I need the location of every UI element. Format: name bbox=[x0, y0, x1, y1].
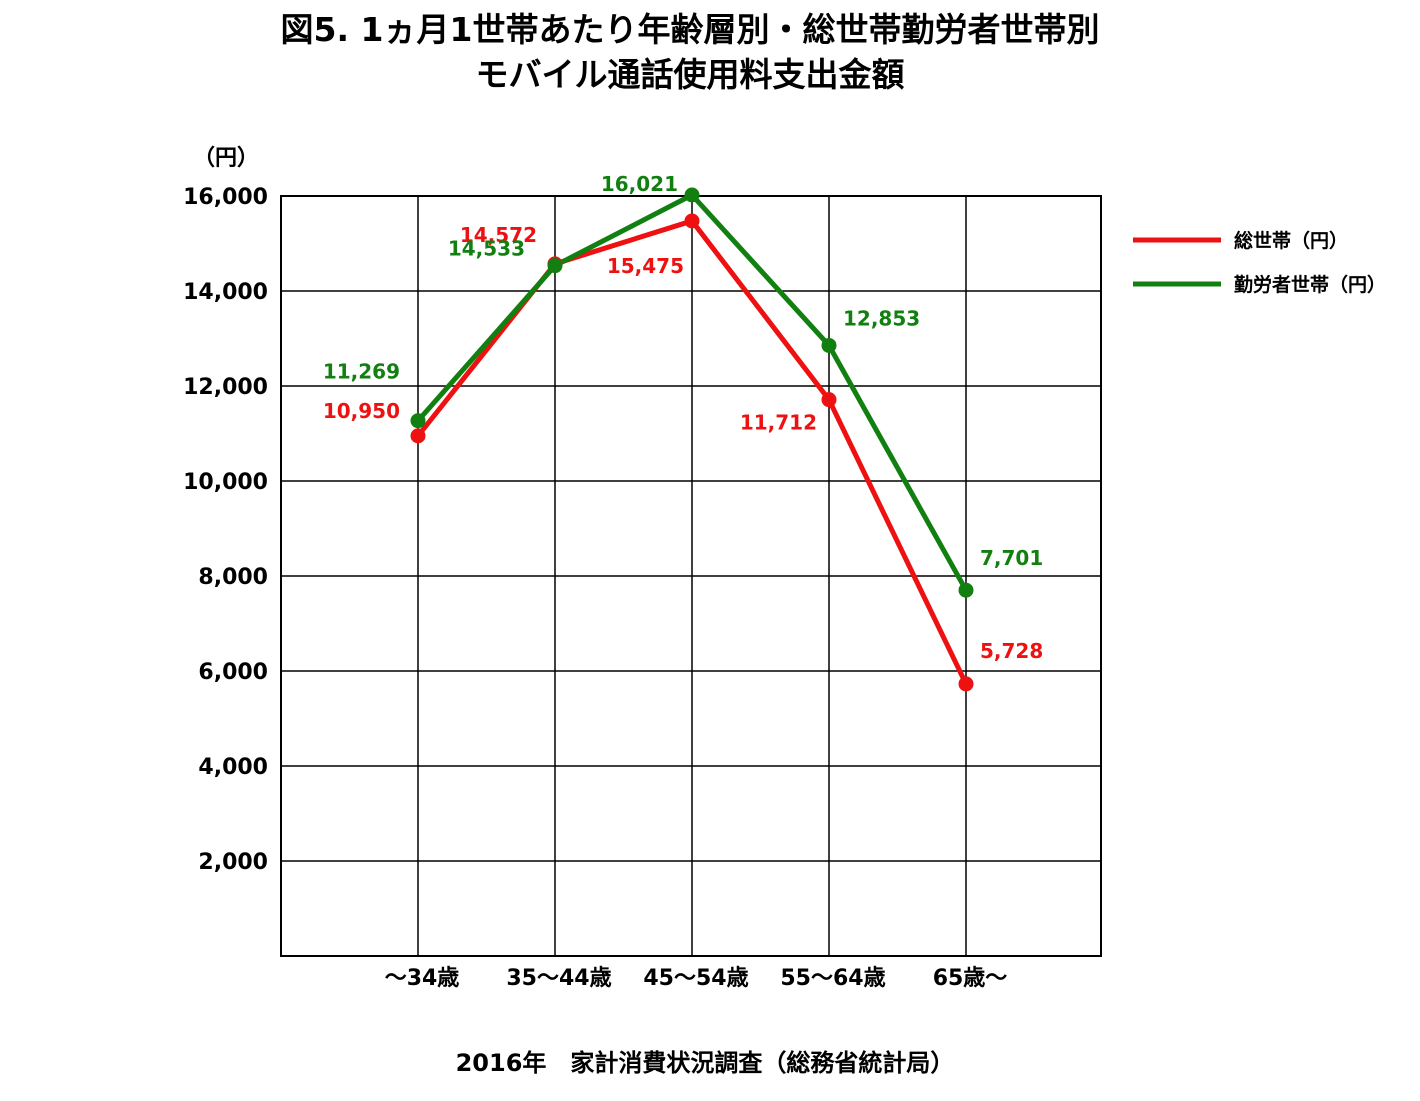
x-tick-label: 65歳～ bbox=[933, 966, 1008, 991]
x-tick-label: ～34歳 bbox=[385, 966, 460, 991]
data-point bbox=[821, 337, 837, 353]
x-tick-label: 35～44歳 bbox=[506, 966, 611, 991]
data-point bbox=[821, 392, 837, 408]
x-tick-label: 55～64歳 bbox=[780, 966, 885, 991]
data-point bbox=[958, 676, 974, 692]
data-label: 11,712 bbox=[740, 411, 817, 435]
data-point bbox=[684, 187, 700, 203]
source-note: 2016年 家計消費状況調査（総務省統計局） bbox=[455, 1049, 955, 1077]
y-tick-label: 4,000 bbox=[198, 755, 268, 780]
data-label: 14,572 bbox=[460, 223, 537, 247]
data-point bbox=[410, 413, 426, 429]
data-label: 12,853 bbox=[843, 306, 920, 330]
axes: 2,000 4,000 6,000 8,000 10,000 12,000 14,000 16… bbox=[183, 146, 1102, 991]
data-label: 7,701 bbox=[980, 546, 1043, 570]
legend-label: 総世帯（円） bbox=[1234, 229, 1348, 252]
y-tick-label: 2,000 bbox=[198, 850, 268, 875]
data-point bbox=[684, 213, 700, 229]
y-axis-label: （円） bbox=[193, 146, 259, 171]
chart-title-line2: モバイル通話使用料支出金額 bbox=[475, 55, 905, 94]
data-point bbox=[547, 258, 563, 274]
data-label: 16,021 bbox=[601, 172, 678, 196]
legend-label: 勤労者世帯（円） bbox=[1234, 273, 1386, 296]
data-label: 10,950 bbox=[323, 399, 400, 423]
x-tick-label: 45～54歳 bbox=[643, 966, 748, 991]
data-label: 11,269 bbox=[323, 360, 400, 384]
data-label: 14,533 bbox=[448, 237, 525, 261]
y-tick-label: 6,000 bbox=[198, 660, 268, 685]
data-label: 5,728 bbox=[980, 639, 1043, 663]
y-tick-label: 12,000 bbox=[183, 375, 268, 400]
data-labels: 10,950 14,572 15,475 11,712 5,728 11,269 14,53… bbox=[323, 172, 1043, 663]
y-tick-label: 14,000 bbox=[183, 280, 268, 305]
y-tick-label: 8,000 bbox=[198, 565, 268, 590]
legend: 総世帯（円） 勤労者世帯（円） bbox=[1133, 229, 1386, 296]
y-tick-label: 16,000 bbox=[183, 185, 268, 210]
data-point bbox=[410, 428, 426, 444]
chart-title-line1: 図5. 1ヵ月1世帯あたり年齢層別・総世帯勤労者世帯別 bbox=[280, 10, 1100, 49]
data-label: 15,475 bbox=[607, 254, 684, 278]
grid bbox=[281, 195, 1101, 956]
data-point bbox=[958, 582, 974, 598]
y-tick-label: 10,000 bbox=[183, 470, 268, 495]
series-points bbox=[410, 187, 974, 692]
